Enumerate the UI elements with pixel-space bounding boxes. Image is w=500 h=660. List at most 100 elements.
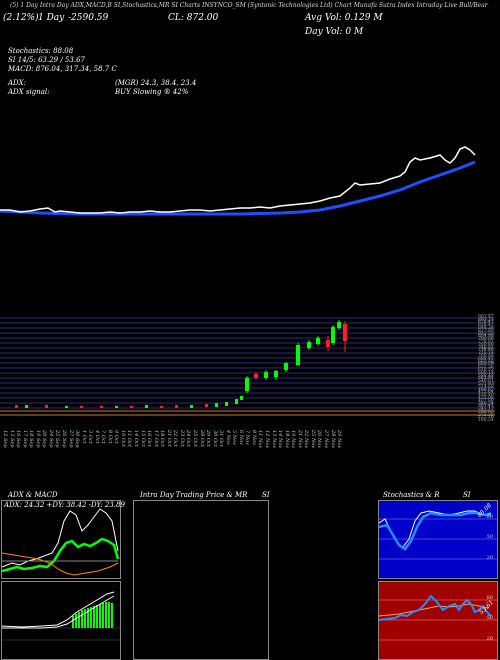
- date-label: 24 Sep: [47, 430, 54, 448]
- price-axis-label: 650.29: [478, 362, 494, 368]
- price-axis-label: 361.41: [478, 404, 494, 410]
- buy-slowing-readout: BUY Slowing ® 42%: [115, 88, 189, 96]
- date-label: 4 Oct: [93, 430, 100, 444]
- mrsi-lines: [379, 594, 497, 641]
- price-axis-label: 790.06: [478, 337, 494, 343]
- stoch-title: Stochastics & R: [383, 491, 440, 499]
- day-volume: Day Vol: 0 M: [305, 27, 364, 37]
- date-label: 17 Sep: [21, 430, 28, 448]
- adx-macd-title: ADX & MACD: [8, 491, 58, 499]
- date-label: 28 Oct: [198, 430, 205, 447]
- date-label: 15 Oct: [139, 430, 146, 447]
- stochastics-panel: 80 50 20 88.08: [378, 500, 498, 579]
- stochastics-readout: Stochastics: 88.08: [8, 47, 74, 55]
- date-label: 26 Sep: [60, 430, 67, 448]
- price-axis-label: 610.53: [478, 367, 494, 373]
- macd-lines: [2, 591, 120, 641]
- price-axis-label: 514.68: [478, 384, 494, 390]
- date-label: 21 Oct: [165, 430, 172, 447]
- price-axis-label: 812.23: [478, 331, 494, 337]
- date-label: 11 Oct: [126, 430, 133, 447]
- date-label: 28 Nov: [329, 430, 336, 449]
- stoch-level-20: 20: [486, 555, 493, 561]
- date-label: 5 Nov: [231, 430, 238, 445]
- intraday-si-label: SI: [262, 491, 270, 499]
- date-label: 31 Oct: [218, 430, 225, 447]
- date-label: 23 Oct: [178, 430, 185, 447]
- stoch-level-80: 80: [486, 514, 493, 520]
- price-axis: 917.25 903.42 893.21 876.47 856.41 844.3…: [478, 314, 500, 424]
- avg-volume: Avg Vol: 0.129 M: [305, 13, 383, 23]
- date-label: 1 Oct: [80, 430, 87, 444]
- adx-lines: [2, 508, 120, 576]
- price-axis-label: 917.25: [478, 314, 494, 317]
- price-axis-label: 549.01: [478, 379, 494, 385]
- price-axis-label: 525.93: [478, 381, 494, 387]
- price-axis-label: 669.88: [478, 359, 494, 365]
- date-label: 22 Nov: [303, 430, 310, 449]
- price-axis-label: 738.86: [478, 348, 494, 354]
- price-axis-label: 563.81: [478, 376, 494, 382]
- day-value: -2590.59: [68, 13, 109, 23]
- price-axis-label: 903.42: [478, 314, 494, 320]
- macd-readout: MACD: 876.04, 317.34, 58.7 C: [8, 65, 117, 73]
- price-axis-label: 827.89: [478, 328, 494, 334]
- date-label: 14 Nov: [277, 430, 284, 449]
- date-label: 25 Oct: [191, 430, 198, 447]
- date-label: 16 Sep: [15, 430, 22, 448]
- price-axis-label: 198.54: [478, 418, 494, 424]
- date-label: 19 Sep: [34, 430, 41, 448]
- macd-panel: [1, 581, 121, 660]
- date-label: 14 Oct: [133, 430, 139, 447]
- pct-change: (2.12%): [3, 13, 39, 23]
- date-label: 19 Nov: [290, 430, 297, 449]
- price-line: [0, 146, 476, 214]
- price-axis-label: 700.88: [478, 353, 494, 359]
- mrsi-level-20: 20: [486, 636, 493, 642]
- date-label: 25 Sep: [54, 430, 61, 448]
- price-axis-label: 341.17: [478, 407, 494, 413]
- price-axis-label: 600.14: [478, 370, 494, 376]
- mgr-readout: (MGR) 24.3, 38.4, 23.4: [115, 79, 197, 87]
- date-label: 16 Oct: [146, 430, 153, 447]
- date-label: 12 Sep: [2, 430, 8, 448]
- adx-label: ADX:: [8, 79, 27, 87]
- date-label: 7 Nov: [244, 430, 251, 445]
- header-links[interactable]: (5) 1 Day Intra Day ADX,MACD,B SI,Stocha…: [10, 2, 490, 9]
- date-label: 18 Oct: [159, 430, 166, 447]
- date-label: 12 Nov: [264, 430, 270, 449]
- price-axis-label: 433.08: [478, 395, 494, 401]
- date-label: 24 Oct: [185, 430, 192, 447]
- price-axis-label: 472.64: [478, 390, 494, 396]
- date-label: 8 Nov: [250, 430, 257, 445]
- date-label: 17 Oct: [152, 430, 159, 447]
- date-label: 29 Oct: [205, 430, 212, 447]
- stoch-level-50: 50: [486, 534, 493, 540]
- date-label: 18 Sep: [28, 430, 35, 448]
- date-label: 6 Nov: [237, 430, 244, 445]
- date-axis: 12 Sep 13 Sep 16 Sep 17 Sep 18 Sep 19 Sep 20 S…: [0, 430, 500, 480]
- price-axis-label: 804.98: [478, 334, 494, 340]
- price-axis-label: 893.21: [478, 317, 494, 323]
- mrsi-panel: 80 50 20 53.61: [378, 581, 498, 660]
- date-label: 22 Oct: [172, 430, 179, 447]
- price-axis-label: 632.36: [478, 365, 494, 371]
- price-axis-label: 778.81: [478, 339, 494, 345]
- adx-signal-label: ADX signal:: [8, 88, 50, 96]
- date-label: 27 Sep: [67, 430, 74, 448]
- date-label: 18 Nov: [283, 430, 290, 449]
- adx-values: ADX: 24.32 +DY: 38.42 -DY: 23.89: [4, 501, 125, 509]
- date-label: 11 Nov: [257, 430, 264, 449]
- price-axis-label: 389.24: [478, 401, 494, 407]
- moving-average-line: [0, 160, 476, 216]
- price-axis-label: 876.47: [478, 320, 494, 326]
- date-label: 9 Oct: [113, 430, 120, 444]
- price-axis-label: 272.30: [478, 412, 494, 418]
- candlestick-chart: [0, 317, 495, 416]
- mrsi-level-80: 80: [486, 595, 493, 601]
- price-axis-label: 227.76: [478, 415, 494, 421]
- date-label: 8 Oct: [106, 430, 113, 444]
- date-label: 13 Sep: [8, 430, 15, 448]
- date-label: 25 Nov: [309, 430, 316, 449]
- price-line-chart: [0, 146, 476, 216]
